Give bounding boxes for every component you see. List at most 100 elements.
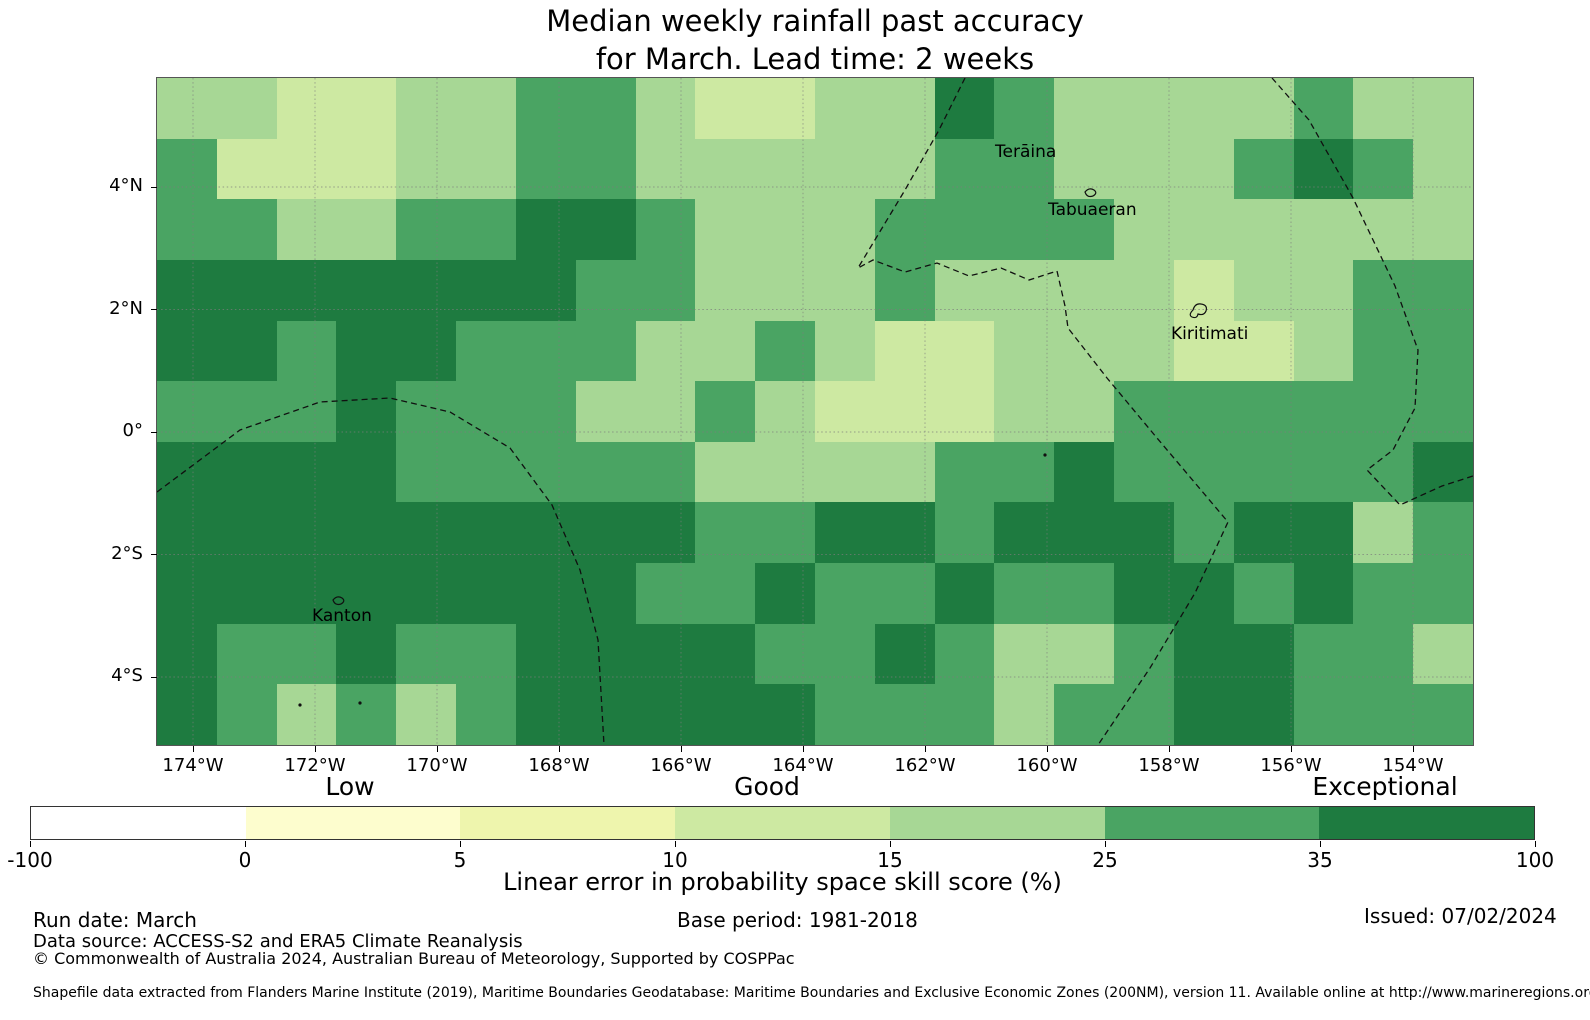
map-cell (276, 563, 338, 625)
map-cell (1054, 320, 1115, 382)
shapefile-credit-text: Shapefile data extracted from Flanders M… (33, 985, 1590, 1001)
map-cell (276, 684, 338, 745)
colorbar-tick-label: 15 (877, 848, 903, 872)
map-cell (1114, 381, 1175, 443)
map-cell (396, 78, 457, 140)
x-tick-mark (315, 746, 316, 752)
map-cell (695, 259, 756, 322)
x-tick-mark (437, 746, 438, 752)
map-cell (157, 78, 218, 140)
colorbar-segment (460, 807, 676, 839)
map-cell (874, 563, 936, 625)
map-cell (216, 199, 278, 261)
map-cell (695, 320, 756, 382)
map-cell (815, 623, 876, 686)
chart-title-line1: Median weekly rainfall past accuracy (546, 4, 1084, 38)
colorbar-tick-mark (245, 841, 246, 847)
x-tick-label: 160°W (1016, 755, 1078, 776)
map-cell (1054, 199, 1115, 261)
map-cell (1413, 199, 1473, 261)
map-cell (396, 138, 457, 201)
map-cell (1413, 78, 1473, 140)
map-cell (755, 138, 816, 201)
map-cell (456, 502, 517, 564)
x-tick-label: 154°W (1382, 755, 1444, 776)
map-cell (874, 320, 936, 382)
map-cell (815, 381, 876, 443)
map-cell (635, 623, 697, 686)
map-cell (1353, 563, 1414, 625)
map-cell (336, 199, 398, 261)
map-cell (695, 441, 756, 504)
x-tick-mark (925, 746, 926, 752)
x-tick-label: 170°W (406, 755, 468, 776)
x-tick-label: 168°W (528, 755, 590, 776)
map-cell (396, 199, 457, 261)
map-cell (396, 502, 457, 564)
map-cell (1353, 320, 1414, 382)
map-cell (276, 78, 338, 140)
map-cell (994, 199, 1056, 261)
map-cell (157, 381, 218, 443)
map-cell (575, 199, 637, 261)
x-tick-label: 174°W (162, 755, 224, 776)
map-cell (1054, 381, 1115, 443)
map-cell (456, 320, 517, 382)
map-cell (456, 623, 517, 686)
y-tick-mark (151, 186, 157, 188)
map-cell (874, 684, 936, 745)
map-cell (934, 78, 996, 140)
map-cell (276, 199, 338, 261)
map-cell (276, 259, 338, 322)
map-cell (1173, 259, 1235, 322)
y-tick-label: 2°N (109, 297, 143, 319)
map-cell (1233, 502, 1295, 564)
y-tick-mark (151, 309, 157, 310)
map-cell (216, 259, 278, 322)
map-cell (1114, 199, 1175, 261)
map-cell (874, 502, 936, 564)
colorbar-segment (31, 807, 246, 839)
map-cell (695, 78, 756, 140)
map-cell (157, 502, 218, 564)
base-period-text: Base period: 1981-2018 (677, 908, 918, 932)
map-cell (1293, 684, 1355, 745)
skill-label-exceptional: Exceptional (1312, 772, 1458, 801)
map-cell (755, 623, 816, 686)
map-cell (695, 138, 756, 201)
map-cell (157, 320, 218, 382)
map-cell (1054, 78, 1115, 140)
x-tick-mark (803, 746, 804, 752)
map-cell (1293, 259, 1355, 322)
map-cell (396, 381, 457, 443)
colorbar-tick-label: 10 (662, 848, 688, 872)
map-cell (456, 563, 517, 625)
issued-date-text: Issued: 07/02/2024 (1364, 904, 1557, 928)
colorbar-tick-label: 0 (238, 848, 252, 872)
y-tick-mark (151, 676, 157, 678)
map-cell (216, 563, 278, 625)
map-cell (934, 138, 996, 201)
map-cell (934, 381, 996, 443)
map-cell (1413, 441, 1473, 504)
y-tick-label: 0° (122, 420, 143, 441)
map-cell (336, 259, 398, 322)
map-cell (1233, 441, 1295, 504)
map-cell (755, 502, 816, 564)
colorbar-tick-mark (1105, 841, 1106, 847)
colorbar-segment (889, 807, 1105, 839)
map-cell (336, 623, 398, 686)
colorbar-tick-mark (1535, 841, 1536, 847)
x-tick-mark (1413, 746, 1414, 752)
colorbar-tick-label: 35 (1307, 848, 1333, 872)
colorbar-tick-label: -100 (7, 848, 53, 872)
map-cell (874, 623, 936, 686)
map-cell (1114, 563, 1175, 625)
map-cell (1233, 623, 1295, 686)
map-cell (755, 78, 816, 140)
map-cell (1293, 623, 1355, 686)
skill-label-low: Low (325, 772, 375, 801)
map-cell (157, 199, 218, 261)
map-cell (755, 684, 816, 745)
map-cell (755, 563, 816, 625)
